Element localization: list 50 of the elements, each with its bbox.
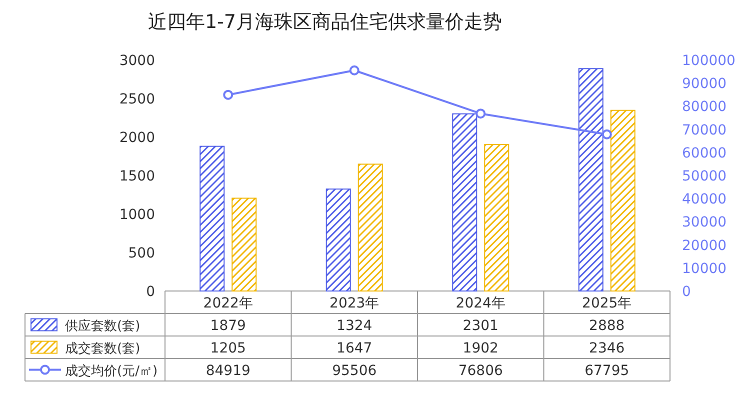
y2-tick-label: 80000 — [682, 99, 727, 116]
y-tick-label: 0 — [146, 284, 155, 300]
y2-tick-label: 100000 — [682, 53, 736, 69]
x-tick-label: 2025年 — [582, 295, 632, 312]
x-tick-label: 2022年 — [203, 295, 253, 312]
y-tick-label: 1000 — [119, 207, 155, 223]
y2-tick-label: 70000 — [682, 122, 727, 138]
data-label: 2888 — [589, 318, 625, 334]
point — [223, 90, 234, 100]
y2-tick-label: 10000 — [682, 260, 727, 277]
data-label: 1647 — [336, 340, 372, 356]
y2-tick-label: 20000 — [682, 238, 727, 254]
chart-title: 近四年1-7月海珠区商品住宅供求量价走势 — [148, 11, 502, 33]
bar — [358, 164, 383, 292]
y2-tick-label: 30000 — [682, 214, 727, 231]
y2-tick-label: 0 — [682, 284, 691, 300]
bar — [326, 188, 351, 292]
bar — [610, 110, 636, 292]
bar — [232, 198, 257, 292]
y2-tick-label: 50000 — [682, 168, 727, 184]
bar — [578, 68, 604, 292]
y-tick-label: 3000 — [119, 53, 155, 69]
y-tick-label: 2500 — [119, 92, 155, 108]
bar — [200, 146, 225, 292]
legend-label: 供应套数(套) — [65, 318, 140, 334]
x-tick-label: 2024年 — [456, 295, 506, 312]
bar — [452, 113, 478, 292]
data-label: 95506 — [332, 362, 377, 379]
bar — [484, 144, 510, 292]
data-label: 1324 — [336, 318, 372, 334]
data-label: 1205 — [210, 340, 246, 356]
point — [476, 108, 486, 119]
y2-tick-label: 60000 — [682, 145, 727, 162]
data-label: 84919 — [206, 362, 250, 379]
data-label: 2346 — [589, 340, 625, 356]
data-label: 2301 — [462, 318, 498, 334]
y-tick-label: 2000 — [119, 130, 155, 146]
y-tick-label: 500 — [128, 246, 155, 262]
point — [349, 65, 360, 76]
y-tick-label: 1500 — [119, 168, 155, 184]
data-label: 1879 — [210, 318, 246, 334]
data-label: 76806 — [458, 362, 503, 379]
data-label: 67795 — [584, 362, 630, 379]
data-label: 1902 — [462, 340, 498, 356]
point — [602, 129, 612, 140]
x-tick-label: 2023年 — [330, 295, 380, 312]
legend-label: 成交均价(元/㎡) — [65, 362, 158, 379]
legend-label: 成交套数(套) — [65, 340, 140, 356]
y2-tick-label: 40000 — [682, 192, 727, 208]
y2-tick-label: 90000 — [682, 76, 727, 92]
